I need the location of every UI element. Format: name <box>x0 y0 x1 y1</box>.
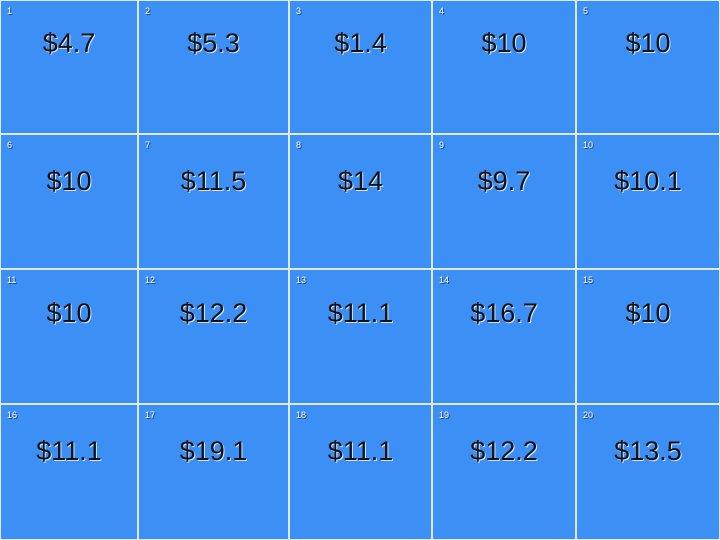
tile-amount: $16.7 <box>470 298 538 328</box>
tile-6[interactable]: 6 $10 <box>1 135 137 268</box>
tile-19[interactable]: 19 $12.2 <box>433 405 575 539</box>
tile-amount: $11.1 <box>327 436 394 466</box>
tile-amount: $11.1 <box>36 436 102 466</box>
tile-number: 8 <box>296 140 302 150</box>
tile-number: 6 <box>7 140 13 150</box>
tile-10[interactable]: 10 $10.1 <box>577 135 719 268</box>
tile-16[interactable]: 16 $11.1 <box>1 405 137 539</box>
tile-number: 14 <box>439 275 450 285</box>
tile-2[interactable]: 2 $5.3 <box>139 1 288 133</box>
tile-8[interactable]: 8 $14 <box>290 135 431 268</box>
tile-1[interactable]: 1 $4.7 <box>1 1 137 133</box>
tile-number: 12 <box>145 275 156 285</box>
tile-11[interactable]: 11 $10 <box>1 270 137 403</box>
tile-amount: $9.7 <box>477 166 531 196</box>
tile-9[interactable]: 9 $9.7 <box>433 135 575 268</box>
tile-number: 4 <box>439 6 445 16</box>
tile-amount: $5.3 <box>187 28 240 58</box>
tile-15[interactable]: 15 $10 <box>577 270 719 403</box>
tile-amount: $10.1 <box>614 166 682 196</box>
tile-number: 1 <box>7 6 13 16</box>
tile-amount: $10 <box>46 166 92 196</box>
tile-number: 13 <box>296 275 307 285</box>
tile-number: 11 <box>7 275 17 285</box>
tile-amount: $4.7 <box>42 28 96 58</box>
tile-7[interactable]: 7 $11.5 <box>139 135 288 268</box>
tile-number: 10 <box>583 140 594 150</box>
tile-number: 3 <box>296 6 302 16</box>
tile-number: 19 <box>439 410 450 420</box>
tile-number: 7 <box>145 140 151 150</box>
tile-amount: $11.5 <box>180 166 247 196</box>
tile-3[interactable]: 3 $1.4 <box>290 1 431 133</box>
tile-number: 9 <box>439 140 445 150</box>
tile-number: 16 <box>7 410 18 420</box>
tile-18[interactable]: 18 $11.1 <box>290 405 431 539</box>
tile-amount: $10 <box>481 28 527 58</box>
tile-amount: $11.1 <box>327 298 394 328</box>
tile-amount: $12.2 <box>179 298 248 328</box>
tile-number: 18 <box>296 410 307 420</box>
tile-12[interactable]: 12 $12.2 <box>139 270 288 403</box>
tile-amount: $19.1 <box>179 436 248 466</box>
tile-amount: $10 <box>46 298 92 328</box>
tile-amount: $13.5 <box>614 436 682 466</box>
tile-5[interactable]: 5 $10 <box>577 1 719 133</box>
tile-13[interactable]: 13 $11.1 <box>290 270 431 403</box>
tile-number: 5 <box>583 6 589 16</box>
tile-number: 17 <box>145 410 156 420</box>
tile-number: 2 <box>145 6 151 16</box>
tile-4[interactable]: 4 $10 <box>433 1 575 133</box>
tile-amount: $14 <box>337 166 384 196</box>
tile-20[interactable]: 20 $13.5 <box>577 405 719 539</box>
tile-amount: $12.2 <box>470 436 538 466</box>
tile-17[interactable]: 17 $19.1 <box>139 405 288 539</box>
tile-number: 20 <box>583 410 594 420</box>
tile-amount: $1.4 <box>334 28 387 58</box>
tile-amount: $10 <box>625 28 671 58</box>
tile-number: 15 <box>583 275 594 285</box>
tile-amount: $10 <box>625 298 671 328</box>
tile-14[interactable]: 14 $16.7 <box>433 270 575 403</box>
